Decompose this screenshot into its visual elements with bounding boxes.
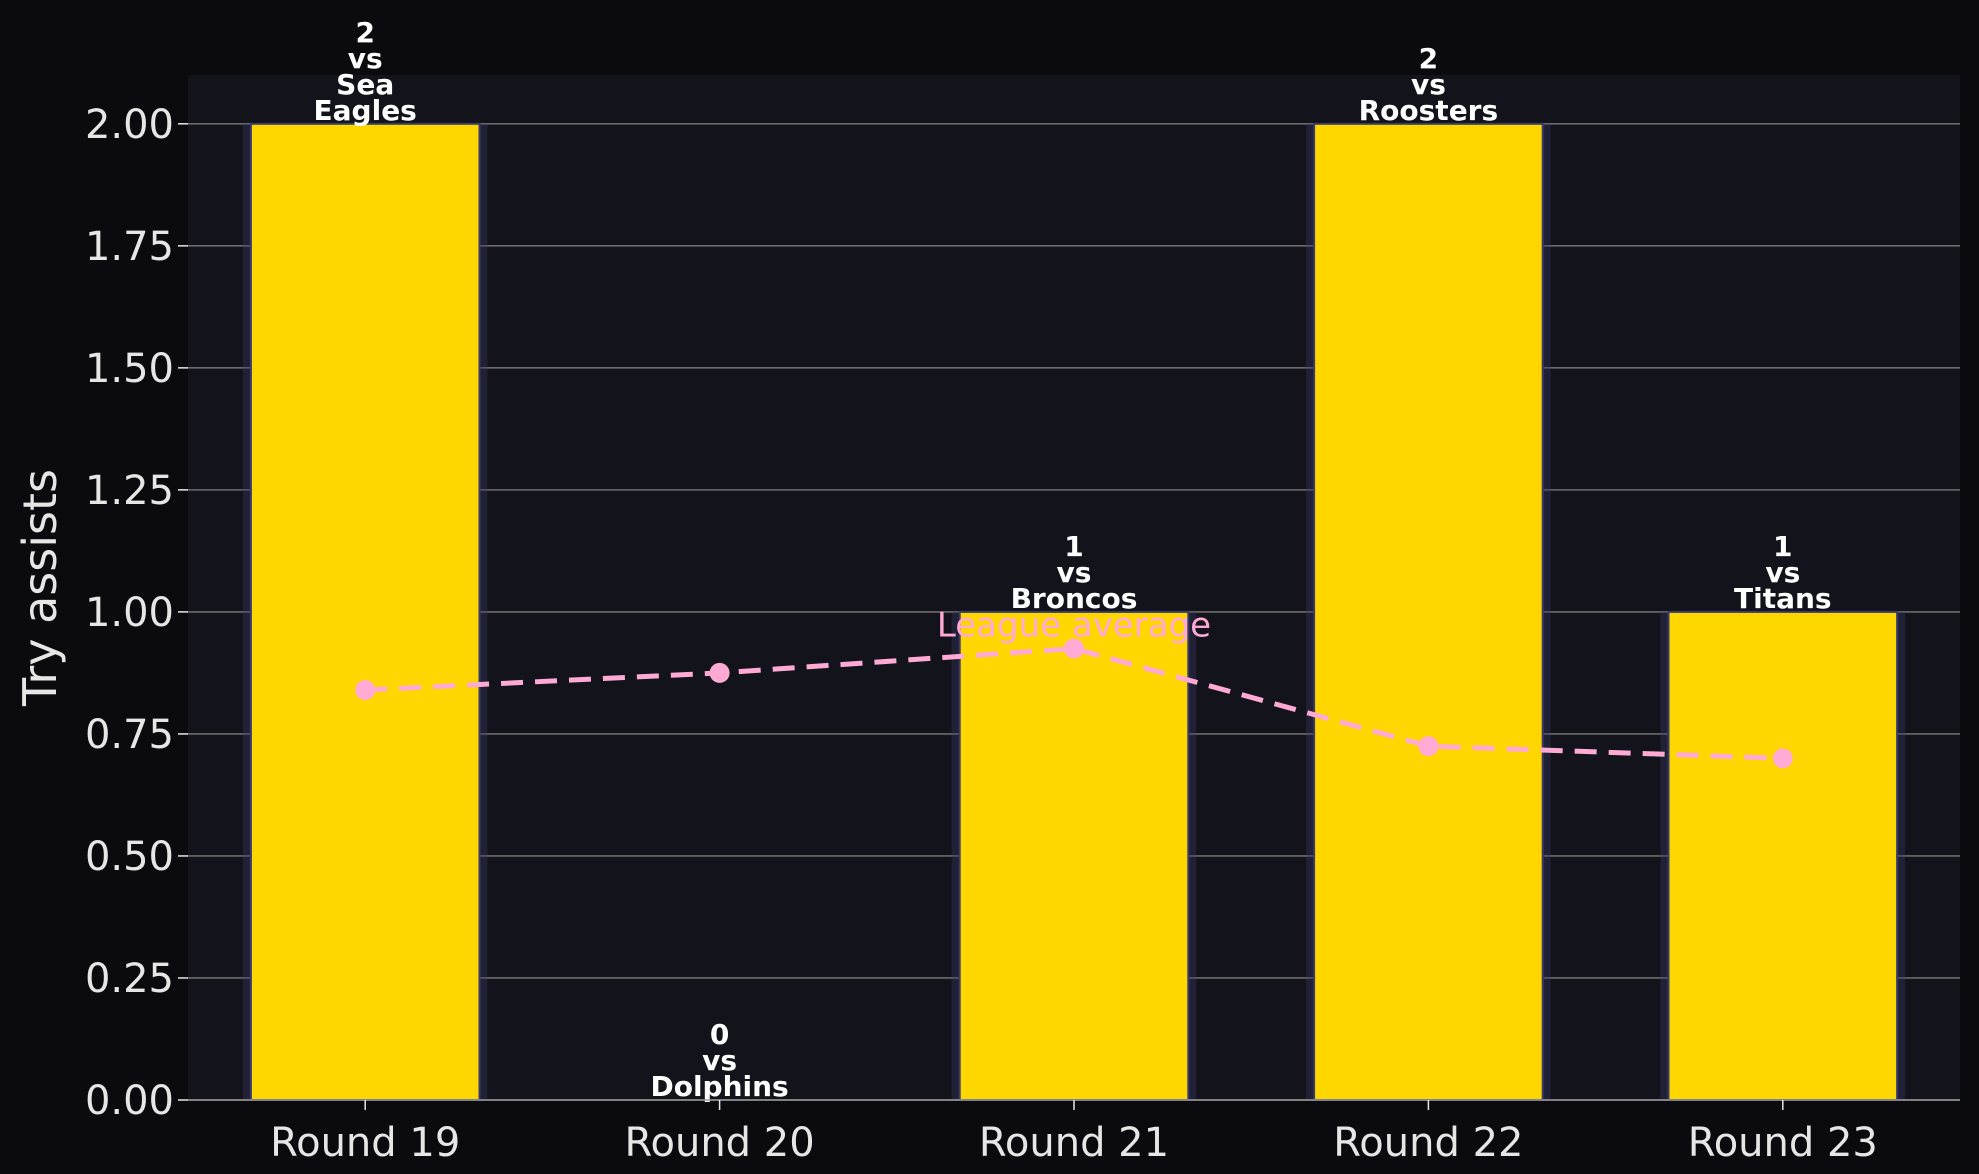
bar-data-label: 2 [355,16,374,49]
x-tick-label: Round 23 [1688,1120,1878,1166]
y-tick-label: 0.75 [85,712,174,758]
y-tick-label: 0.50 [85,834,174,880]
bar-data-label: Titans [1734,582,1832,615]
bar-data-label: Roosters [1359,94,1499,127]
bar-data-label: vs [1057,556,1092,589]
league-average-point [1772,748,1793,769]
bar-data-label: 1 [1064,530,1083,563]
y-tick-label: 0.25 [85,956,174,1002]
x-tick-label: Round 20 [625,1120,815,1166]
bar-round-22 [1313,122,1544,1102]
bar-data-label: Broncos [1011,582,1138,615]
league-average-point [355,680,376,700]
bar-data-label: vs [1765,556,1800,589]
y-tick-label: 1.00 [85,590,174,636]
bar-data-label: Sea [336,68,394,101]
league-average-point [709,662,730,683]
bar-round-23 [1667,610,1899,1102]
x-tick-label: Round 19 [270,1120,460,1166]
x-tick-label: Round 21 [979,1120,1169,1166]
y-tick-label: 1.75 [85,224,174,270]
y-axis-title: Try assists [13,469,67,707]
league-average-line [365,645,1783,761]
bar-data-label: 1 [1773,530,1792,563]
bar-data-label: vs [348,42,383,75]
bar-data-label: vs [702,1044,737,1077]
x-tick-label: Round 22 [1333,1120,1523,1166]
bars [242,122,1906,1102]
bar-data-label: 0 [710,1018,729,1051]
y-tick-label: 2.00 [85,102,174,148]
league-average-label: League average [937,606,1211,646]
bar-data-label: Dolphins [650,1070,788,1103]
bar-data-label: 2 [1419,42,1438,75]
league-average-point [1418,736,1439,757]
axes: 0.00 0.25 0.50 0.75 1.00 1.25 1.50 1.75 2.00 Roun… [85,102,1960,1166]
bar-data-label: Eagles [314,94,417,127]
bar-round-19 [249,122,481,1102]
y-tick-label: 1.25 [85,468,174,514]
league-average-point [1064,638,1084,659]
league-average-line-group: League average [355,606,1793,769]
bar-labels: 2vsSeaEagles0vsDolphins1vsBroncos2vsRoos… [314,16,1832,1103]
y-tick-label: 0.00 [85,1078,174,1124]
y-tick-label: 1.50 [85,346,174,392]
bar-data-label: vs [1411,68,1446,101]
bar-round-21 [958,610,1190,1102]
